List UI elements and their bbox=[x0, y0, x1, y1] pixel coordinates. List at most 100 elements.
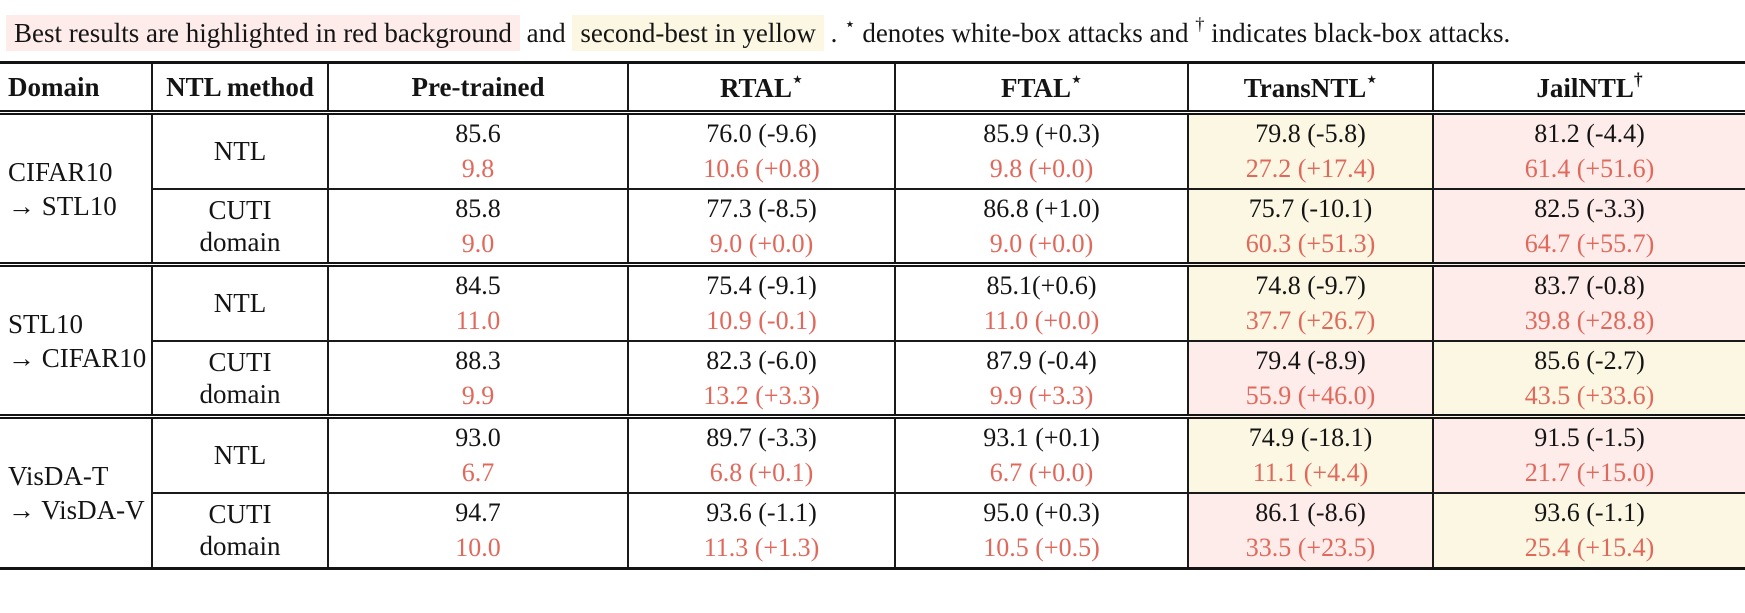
method-label: CUTI domain bbox=[151, 340, 328, 417]
accuracy-value: 86.8 (+1.0) bbox=[983, 193, 1100, 223]
results-table: Domain NTL method Pre-trained RTAL⋆ FTAL… bbox=[0, 61, 1745, 570]
caption-period: . bbox=[830, 18, 838, 48]
table-row: VisDA-T → VisDA-V NTL 93.0 6.7 89.7 (-3.… bbox=[0, 416, 1745, 525]
cell-transntl: 86.1 (-8.6) 33.5 (+23.5) bbox=[1187, 492, 1433, 569]
accuracy-value: 88.3 bbox=[455, 345, 501, 375]
cell-pretrained: 88.3 9.9 bbox=[327, 340, 628, 417]
attack-value: 60.3 (+51.3) bbox=[1245, 228, 1376, 258]
accuracy-value: 93.1 (+0.1) bbox=[983, 423, 1100, 453]
accuracy-value: 93.6 (-1.1) bbox=[706, 498, 817, 528]
attack-value: 13.2 (+3.3) bbox=[703, 380, 820, 410]
header-ntl-method: NTL method bbox=[151, 62, 328, 113]
accuracy-value: 74.9 (-18.1) bbox=[1248, 423, 1373, 453]
attack-value: 10.0 bbox=[455, 533, 501, 563]
accuracy-value: 81.2 (-4.4) bbox=[1534, 119, 1645, 149]
caption-and: and bbox=[526, 18, 566, 48]
header-jailntl: JailNTL† bbox=[1432, 62, 1745, 113]
cell-pretrained: 93.0 6.7 bbox=[327, 416, 628, 494]
attack-value: 10.5 (+0.5) bbox=[983, 533, 1100, 563]
cell-ftal: 85.1(+0.6) 11.0 (+0.0) bbox=[894, 264, 1188, 342]
table-row: CUTI domain 85.8 9.0 77.3 (-8.5) 9.0 (+0… bbox=[0, 188, 1745, 265]
attack-value: 9.0 (+0.0) bbox=[989, 228, 1094, 258]
cell-rtal: 93.6 (-1.1) 11.3 (+1.3) bbox=[627, 492, 895, 569]
attack-value: 10.9 (-0.1) bbox=[706, 306, 817, 336]
domain-label: CIFAR10 → STL10 bbox=[8, 156, 117, 221]
method-label: NTL bbox=[151, 112, 328, 190]
accuracy-value: 91.5 (-1.5) bbox=[1534, 423, 1645, 453]
attack-value: 11.3 (+1.3) bbox=[703, 533, 820, 563]
header-rtal: RTAL⋆ bbox=[627, 62, 895, 113]
cell-rtal: 76.0 (-9.6) 10.6 (+0.8) bbox=[627, 112, 895, 190]
cell-jailntl: 85.6 (-2.7) 43.5 (+33.6) bbox=[1432, 340, 1745, 417]
attack-value: 11.1 (+4.4) bbox=[1252, 458, 1369, 488]
attack-value: 25.4 (+15.4) bbox=[1524, 533, 1655, 563]
star-symbol: ⋆ bbox=[1366, 68, 1378, 89]
cell-rtal: 82.3 (-6.0) 13.2 (+3.3) bbox=[627, 340, 895, 417]
cell-transntl: 79.4 (-8.9) 55.9 (+46.0) bbox=[1187, 340, 1433, 417]
cell-transntl: 74.9 (-18.1) 11.1 (+4.4) bbox=[1187, 416, 1433, 494]
attack-value: 39.8 (+28.8) bbox=[1524, 306, 1655, 336]
accuracy-value: 75.4 (-9.1) bbox=[706, 271, 817, 301]
attack-value: 9.8 (+0.0) bbox=[989, 154, 1094, 184]
cell-jailntl: 91.5 (-1.5) 21.7 (+15.0) bbox=[1432, 416, 1745, 494]
accuracy-value: 79.8 (-5.8) bbox=[1255, 119, 1366, 149]
accuracy-value: 85.8 bbox=[455, 193, 501, 223]
cell-jailntl: 93.6 (-1.1) 25.4 (+15.4) bbox=[1432, 492, 1745, 569]
cell-pretrained: 94.7 10.0 bbox=[327, 492, 628, 569]
attack-value: 33.5 (+23.5) bbox=[1245, 533, 1376, 563]
cell-pretrained: 84.5 11.0 bbox=[327, 264, 628, 342]
attack-value: 9.9 (+3.3) bbox=[989, 380, 1094, 410]
attack-value: 55.9 (+46.0) bbox=[1245, 380, 1376, 410]
cell-rtal: 89.7 (-3.3) 6.8 (+0.1) bbox=[627, 416, 895, 494]
attack-value: 9.0 bbox=[461, 228, 495, 258]
cell-ftal: 86.8 (+1.0) 9.0 (+0.0) bbox=[894, 188, 1188, 265]
table-caption: Best results are highlighted in red back… bbox=[0, 0, 1745, 57]
block-cifar10-stl10: CIFAR10 → STL10 NTL 85.6 9.8 76.0 (-9.6)… bbox=[0, 112, 1745, 265]
cell-ftal: 93.1 (+0.1) 6.7 (+0.0) bbox=[894, 416, 1188, 494]
attack-value: 11.0 bbox=[455, 306, 501, 336]
accuracy-value: 84.5 bbox=[455, 271, 501, 301]
attack-value: 21.7 (+15.0) bbox=[1524, 458, 1655, 488]
accuracy-value: 85.9 (+0.3) bbox=[983, 119, 1100, 149]
dagger-symbol: † bbox=[1633, 68, 1643, 89]
attack-value: 9.9 bbox=[461, 380, 495, 410]
table-row: STL10 → CIFAR10 NTL 84.5 11.0 75.4 (-9.1… bbox=[0, 264, 1745, 373]
table-row: CUTI domain 88.3 9.9 82.3 (-6.0) 13.2 (+… bbox=[0, 340, 1745, 417]
star-symbol: ⋆ bbox=[792, 68, 804, 89]
domain-label: STL10 → CIFAR10 bbox=[8, 308, 147, 373]
caption-second-highlight: second-best in yellow bbox=[572, 15, 824, 51]
attack-value: 27.2 (+17.4) bbox=[1245, 154, 1376, 184]
cell-rtal: 75.4 (-9.1) 10.9 (-0.1) bbox=[627, 264, 895, 342]
caption-dagger-text: indicates black-box attacks. bbox=[1211, 18, 1511, 48]
cell-pretrained: 85.6 9.8 bbox=[327, 112, 628, 190]
attack-value: 9.0 (+0.0) bbox=[709, 228, 814, 258]
attack-value: 6.7 (+0.0) bbox=[989, 458, 1094, 488]
header-transntl: TransNTL⋆ bbox=[1187, 62, 1433, 113]
accuracy-value: 79.4 (-8.9) bbox=[1255, 345, 1366, 375]
accuracy-value: 94.7 bbox=[455, 498, 501, 528]
attack-value: 6.7 bbox=[461, 458, 495, 488]
accuracy-value: 89.7 (-3.3) bbox=[706, 423, 817, 453]
method-label: CUTI domain bbox=[151, 492, 328, 569]
cell-rtal: 77.3 (-8.5) 9.0 (+0.0) bbox=[627, 188, 895, 265]
attack-value: 6.8 (+0.1) bbox=[709, 458, 814, 488]
dagger-symbol: † bbox=[1195, 14, 1205, 35]
table-row: CUTI domain 94.7 10.0 93.6 (-1.1) 11.3 (… bbox=[0, 492, 1745, 569]
accuracy-value: 82.5 (-3.3) bbox=[1534, 193, 1645, 223]
star-symbol: ⋆ bbox=[1071, 68, 1082, 89]
header-pretrained: Pre-trained bbox=[327, 62, 628, 113]
caption-best-highlight: Best results are highlighted in red back… bbox=[6, 15, 520, 51]
accuracy-value: 93.0 bbox=[455, 423, 501, 453]
accuracy-value: 93.6 (-1.1) bbox=[1534, 498, 1645, 528]
method-label: NTL bbox=[151, 264, 328, 342]
cell-transntl: 74.8 (-9.7) 37.7 (+26.7) bbox=[1187, 264, 1433, 342]
cell-jailntl: 83.7 (-0.8) 39.8 (+28.8) bbox=[1432, 264, 1745, 342]
block-visdat-visdav: VisDA-T → VisDA-V NTL 93.0 6.7 89.7 (-3.… bbox=[0, 416, 1745, 569]
block-stl10-cifar10: STL10 → CIFAR10 NTL 84.5 11.0 75.4 (-9.1… bbox=[0, 264, 1745, 417]
cell-pretrained: 85.8 9.0 bbox=[327, 188, 628, 265]
accuracy-value: 82.3 (-6.0) bbox=[706, 345, 817, 375]
domain-label: VisDA-T → VisDA-V bbox=[8, 461, 145, 525]
attack-value: 64.7 (+55.7) bbox=[1524, 228, 1655, 258]
accuracy-value: 76.0 (-9.6) bbox=[706, 119, 817, 149]
attack-value: 37.7 (+26.7) bbox=[1245, 306, 1376, 336]
